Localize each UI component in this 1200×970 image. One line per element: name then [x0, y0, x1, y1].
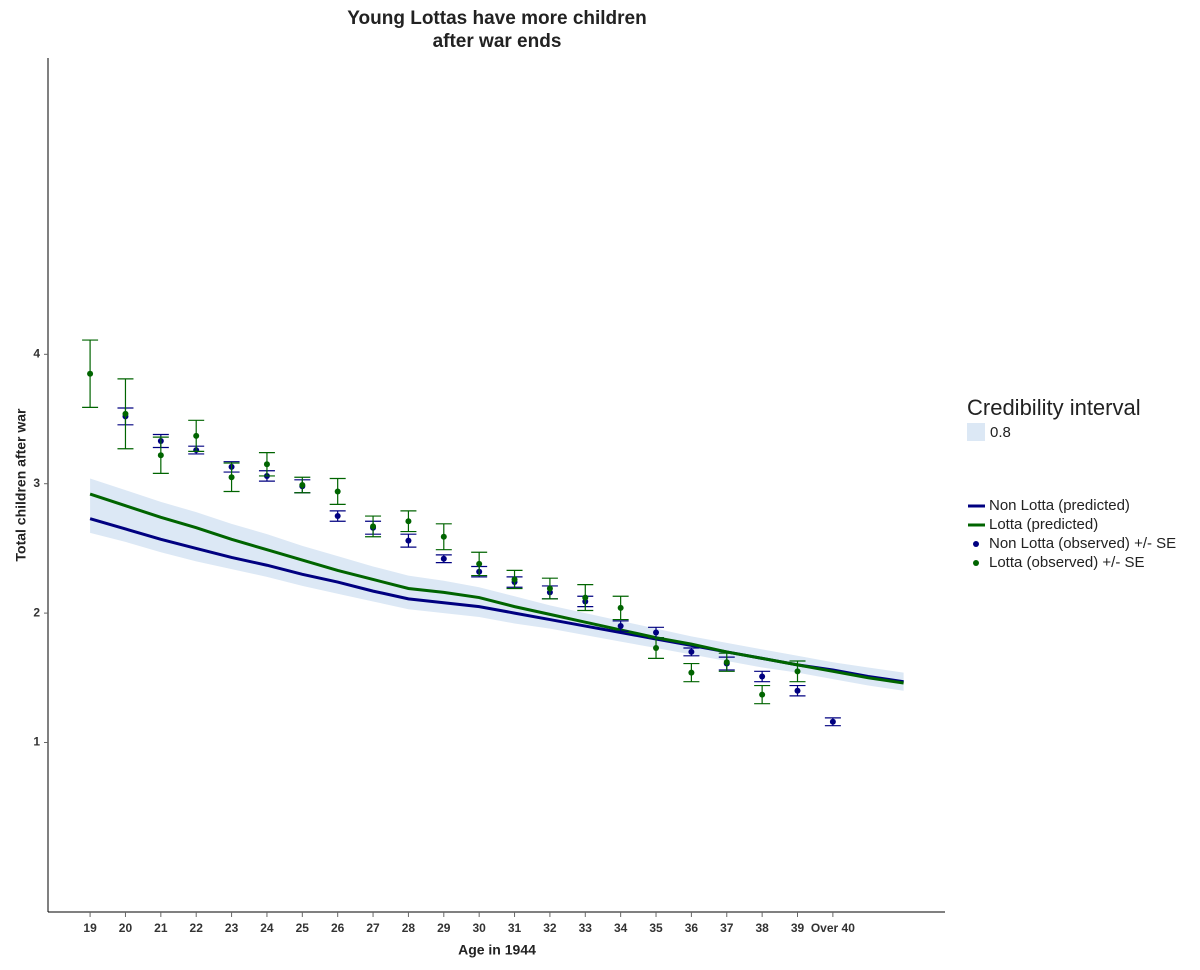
x-tick-label: 38 — [755, 921, 769, 935]
observed-point — [759, 691, 766, 698]
x-tick-label: 37 — [720, 921, 734, 935]
observed-point — [582, 594, 589, 601]
observed-point — [829, 718, 836, 725]
x-tick-label: 36 — [685, 921, 699, 935]
observed-point — [263, 461, 270, 468]
observed-point — [688, 648, 695, 655]
chart-title: after war ends — [433, 31, 562, 52]
observed-point — [546, 585, 553, 592]
observed-point — [299, 482, 306, 488]
observed-point — [653, 629, 660, 636]
x-tick-label: 28 — [402, 921, 416, 935]
x-tick-label: 39 — [791, 921, 805, 935]
x-tick-label: 32 — [543, 921, 557, 935]
legend-swatch — [973, 541, 979, 547]
observed-point — [688, 669, 695, 676]
legend-label: 0.8 — [990, 424, 1011, 441]
legend-swatch — [973, 560, 979, 566]
x-tick-label: 29 — [437, 921, 451, 935]
observed-point — [405, 518, 412, 525]
x-tick-label: 21 — [154, 921, 168, 935]
predicted-line — [89, 492, 904, 685]
observed-point — [122, 410, 129, 417]
observed-point — [794, 668, 801, 675]
observed-point — [334, 513, 341, 520]
legend-title: Credibility interval — [967, 395, 1141, 420]
x-tick-label: 27 — [366, 921, 380, 935]
observed-point — [476, 560, 483, 567]
legend-swatch — [967, 423, 985, 441]
observed-point — [193, 432, 200, 439]
observed-point — [405, 537, 412, 544]
x-tick-label: 34 — [614, 921, 628, 935]
observed-point — [617, 623, 624, 630]
observed-point — [653, 645, 660, 652]
observed-point — [87, 370, 94, 377]
legend-label: Lotta (observed) +/- SE — [989, 554, 1145, 571]
observed-point — [511, 576, 518, 583]
observed-point — [440, 533, 447, 540]
x-tick-label: 25 — [296, 921, 310, 935]
y-tick-label: 3 — [33, 476, 40, 490]
legend-label: Lotta (predicted) — [989, 516, 1098, 533]
x-tick-label: 31 — [508, 921, 522, 935]
observed-point — [157, 452, 164, 459]
observed-point — [334, 488, 341, 495]
observed-point — [617, 604, 624, 611]
observed-point — [370, 523, 377, 530]
y-tick-label: 4 — [33, 346, 40, 360]
x-tick-label: 35 — [649, 921, 663, 935]
credibility-band — [90, 478, 904, 691]
x-tick-label: 33 — [579, 921, 593, 935]
x-axis-label: Age in 1944 — [458, 942, 536, 958]
y-tick-label: 1 — [33, 735, 40, 749]
x-tick-label: 24 — [260, 921, 274, 935]
x-tick-label: 30 — [472, 921, 486, 935]
legend-label: Non Lotta (predicted) — [989, 497, 1130, 514]
chart-title: Young Lottas have more children — [347, 8, 646, 29]
x-tick-label: 19 — [83, 921, 97, 935]
observed-point — [228, 474, 235, 481]
x-tick-label: Over 40 — [811, 921, 855, 935]
x-tick-label: 22 — [190, 921, 204, 935]
x-tick-label: 26 — [331, 921, 345, 935]
legend-label: Non Lotta (observed) +/- SE — [989, 535, 1176, 552]
y-tick-label: 2 — [33, 605, 40, 619]
observed-point — [440, 555, 447, 562]
x-tick-label: 23 — [225, 921, 239, 935]
x-tick-label: 20 — [119, 921, 133, 935]
observed-point — [794, 687, 801, 694]
observed-point — [723, 659, 730, 666]
observed-point — [759, 673, 766, 680]
y-axis-label: Total children after war — [13, 408, 29, 562]
